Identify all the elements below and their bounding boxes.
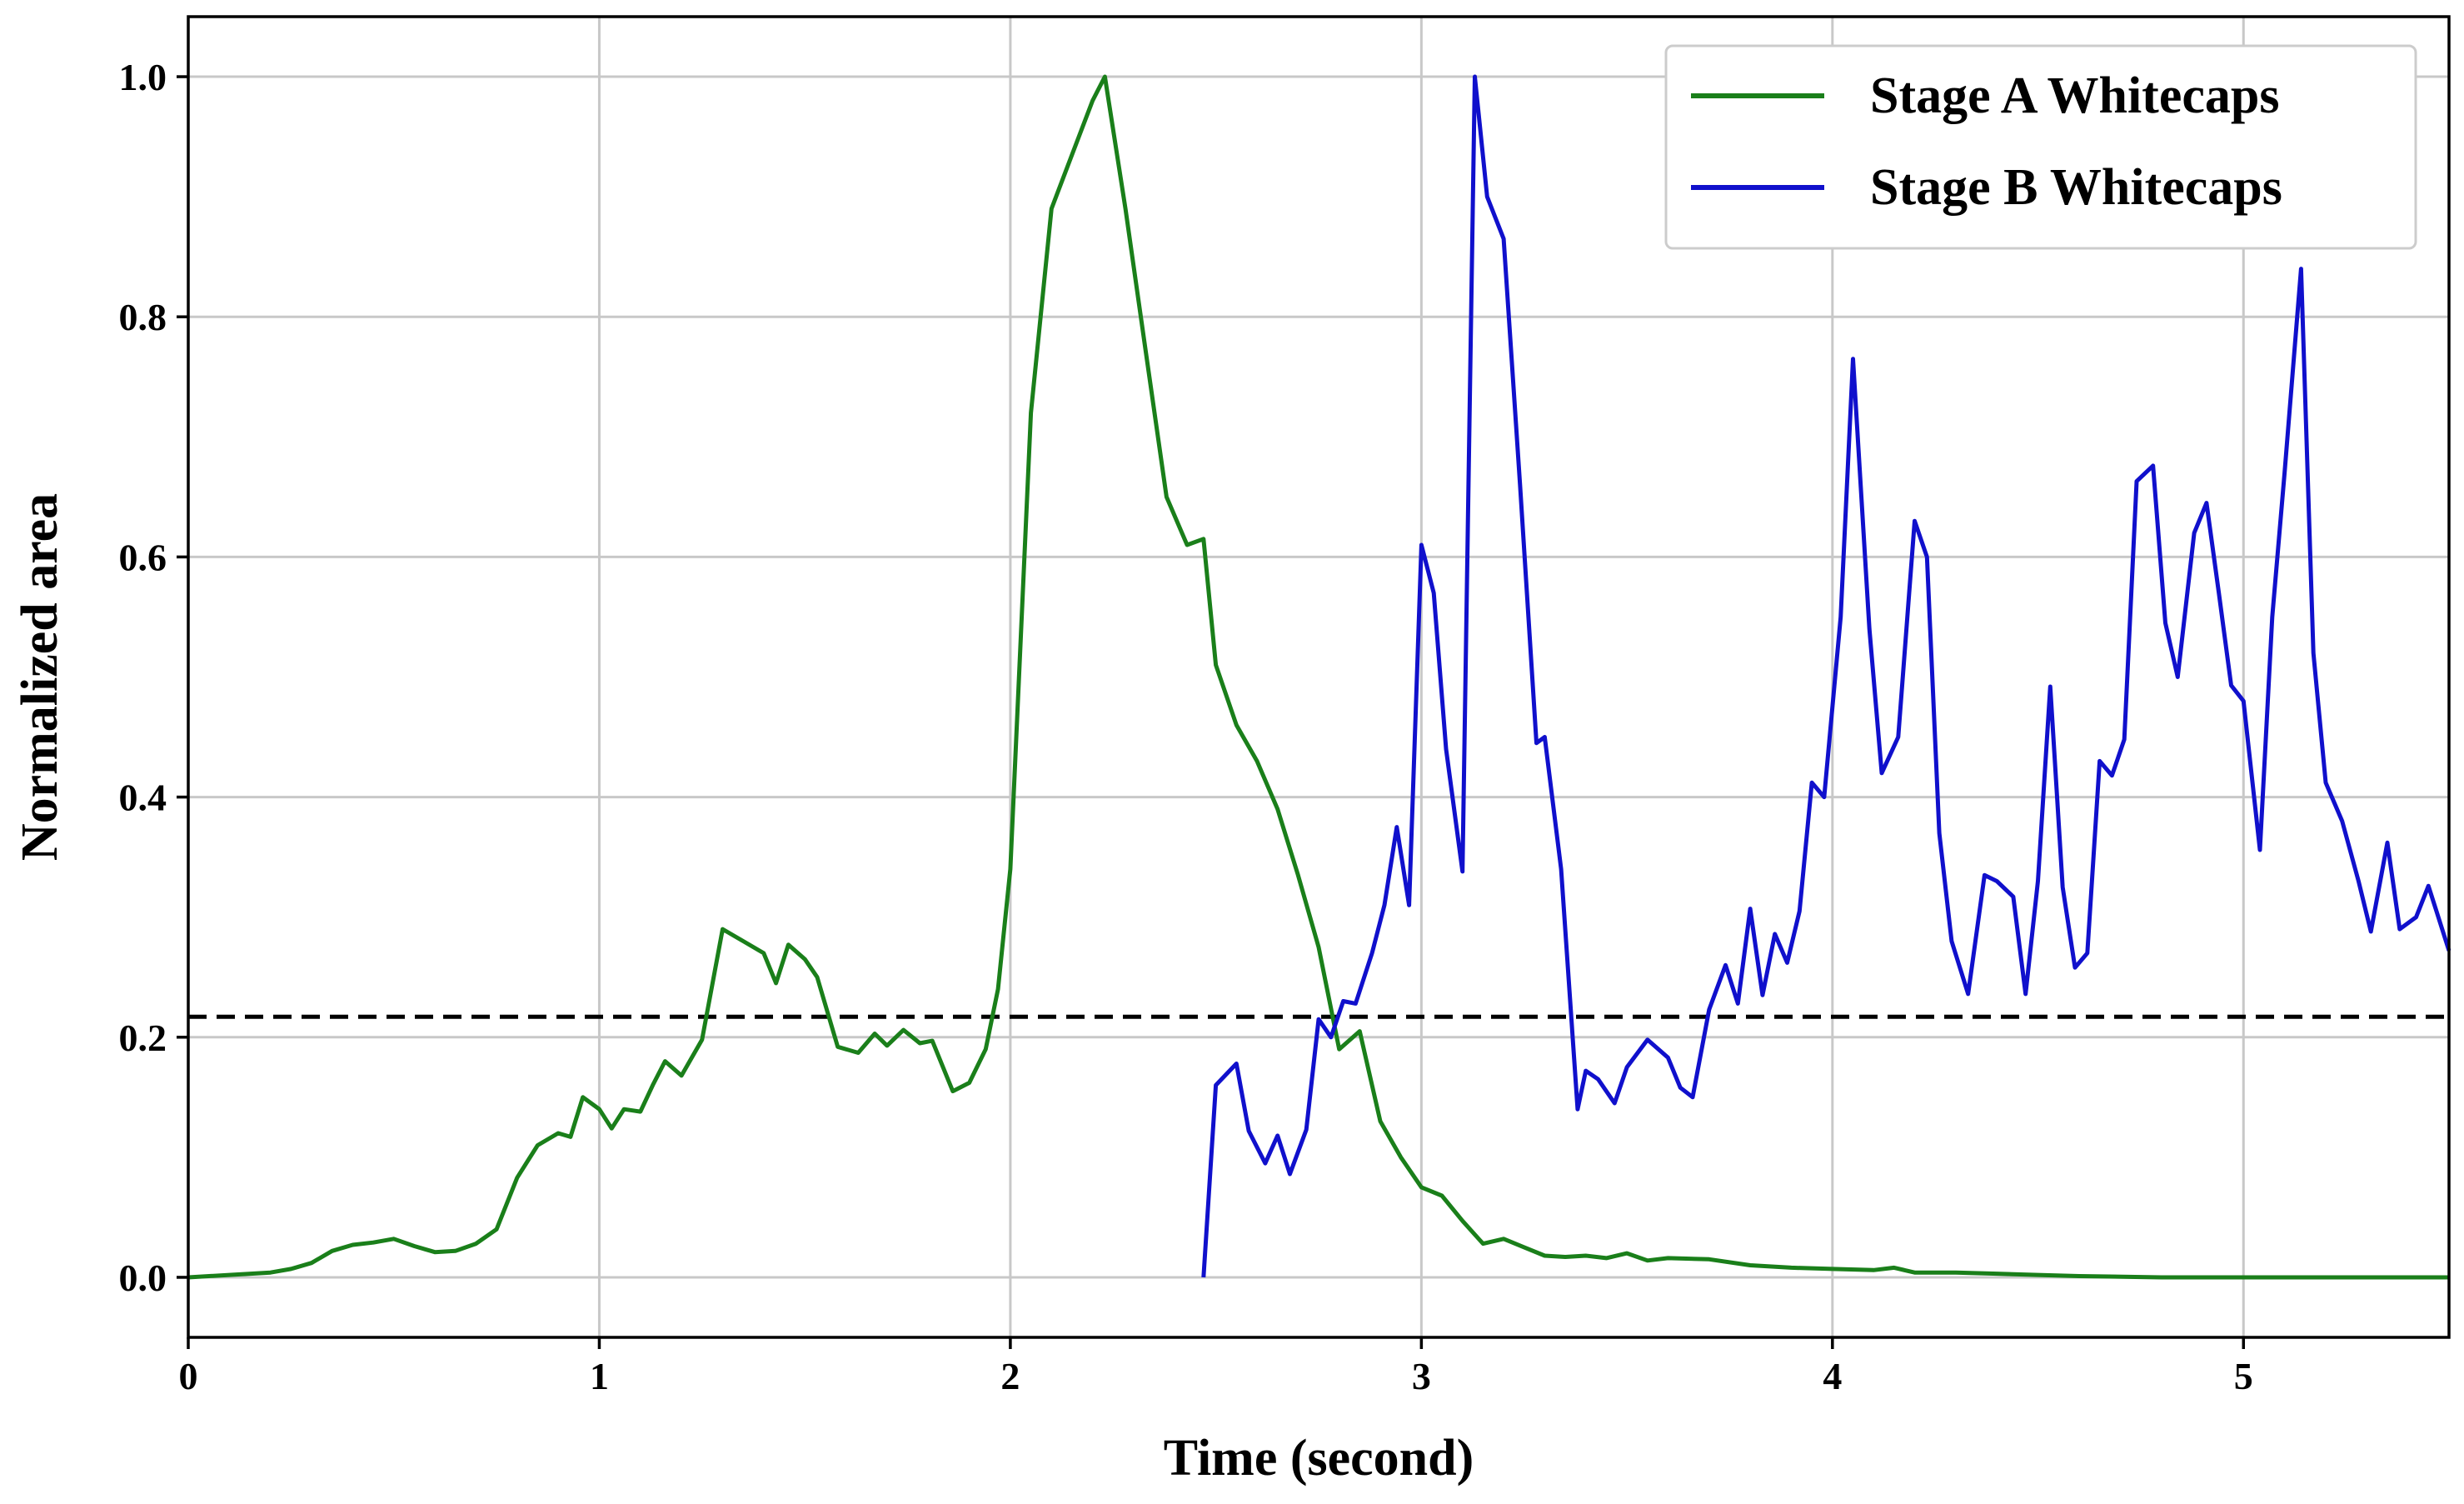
y-tick-label: 0.2 (119, 1017, 167, 1059)
x-tick-label: 1 (590, 1355, 609, 1397)
axis-ticks: 0 1 2 3 4 5 0.0 0.2 0.4 0.6 0.8 1.0 (119, 56, 2253, 1397)
y-axis-label: Normalized area (12, 493, 68, 861)
legend: Stage A Whitecaps Stage B Whitecaps (1664, 44, 2417, 250)
y-tick-label: 0.0 (119, 1257, 167, 1299)
y-tick-label: 0.4 (119, 777, 167, 819)
legend-box (1664, 44, 2417, 250)
x-tick-label: 4 (1823, 1355, 1842, 1397)
series-line-stage-a (187, 74, 2449, 1280)
y-tick-label: 0.6 (119, 536, 167, 578)
plot-frame (187, 15, 2451, 1339)
x-tick-label: 0 (179, 1355, 198, 1397)
legend-label-stage-a: Stage A Whitecaps (1870, 67, 2279, 124)
legend-label-stage-b: Stage B Whitecaps (1870, 159, 2282, 216)
y-tick-label: 0.8 (119, 296, 167, 338)
x-tick-label: 5 (2234, 1355, 2253, 1397)
x-tick-label: 2 (1000, 1355, 1020, 1397)
series-line-stage-b (1201, 74, 2452, 1278)
x-axis-label: Time (second) (1164, 1430, 1474, 1487)
series-group (187, 74, 2452, 1280)
x-tick-label: 3 (1412, 1355, 1431, 1397)
y-tick-label: 1.0 (119, 56, 167, 98)
